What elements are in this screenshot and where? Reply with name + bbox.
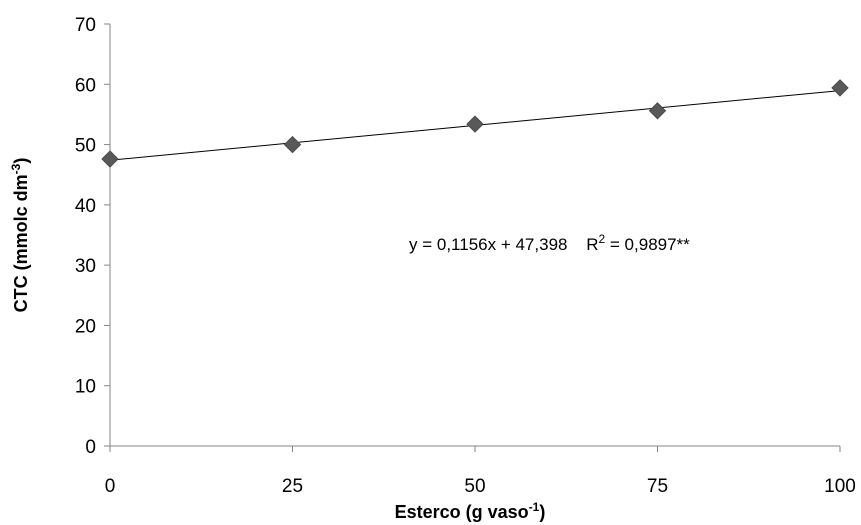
x-tick-label: 100	[824, 476, 856, 497]
x-tick-label: 75	[647, 476, 668, 497]
r-squared-label: R	[586, 235, 598, 254]
x-tick-label: 0	[105, 476, 116, 497]
y-tick-label: 20	[75, 316, 96, 337]
y-axis-title-superscript: -3	[9, 163, 23, 174]
data-points	[101, 79, 849, 168]
x-axis-title: Esterco (g vaso-1)	[395, 500, 546, 522]
y-axis-title: CTC (mmolc dm-3)	[9, 158, 31, 313]
x-tick-label: 25	[282, 476, 303, 497]
y-tick-label: 30	[75, 256, 96, 277]
data-point-diamond	[831, 79, 849, 97]
x-axis-title-superscript: -1	[529, 500, 540, 514]
y-tick-label: 60	[75, 75, 96, 96]
x-tick-label: 50	[464, 476, 485, 497]
x-axis-title-tail: )	[539, 502, 545, 522]
data-point-diamond	[466, 115, 484, 133]
y-tick-label: 40	[75, 196, 96, 217]
regression-annotation: y = 0,1156x + 47,398 R2 = 0,9897**	[409, 232, 690, 254]
y-tick-label: 10	[75, 377, 96, 398]
r-squared-value: = 0,9897**	[605, 235, 690, 254]
x-axis-title-main: Esterco (g vaso	[395, 502, 529, 522]
r-squared-superscript: 2	[599, 232, 606, 246]
data-point-diamond	[283, 135, 302, 154]
y-tick-label: 70	[75, 15, 96, 36]
y-axis-title-tail: )	[11, 158, 31, 164]
data-point-diamond	[648, 102, 667, 120]
axes: 0 10 20 30 40 50 60 70 0 25 50 75 100	[75, 15, 856, 497]
y-axis-title-main: CTC (mmolc dm	[11, 174, 31, 312]
y-tick-label: 50	[75, 136, 96, 157]
y-tick-label: 0	[85, 437, 96, 458]
regression-equation: y = 0,1156x + 47,398	[409, 235, 567, 254]
data-point-diamond	[101, 150, 119, 168]
